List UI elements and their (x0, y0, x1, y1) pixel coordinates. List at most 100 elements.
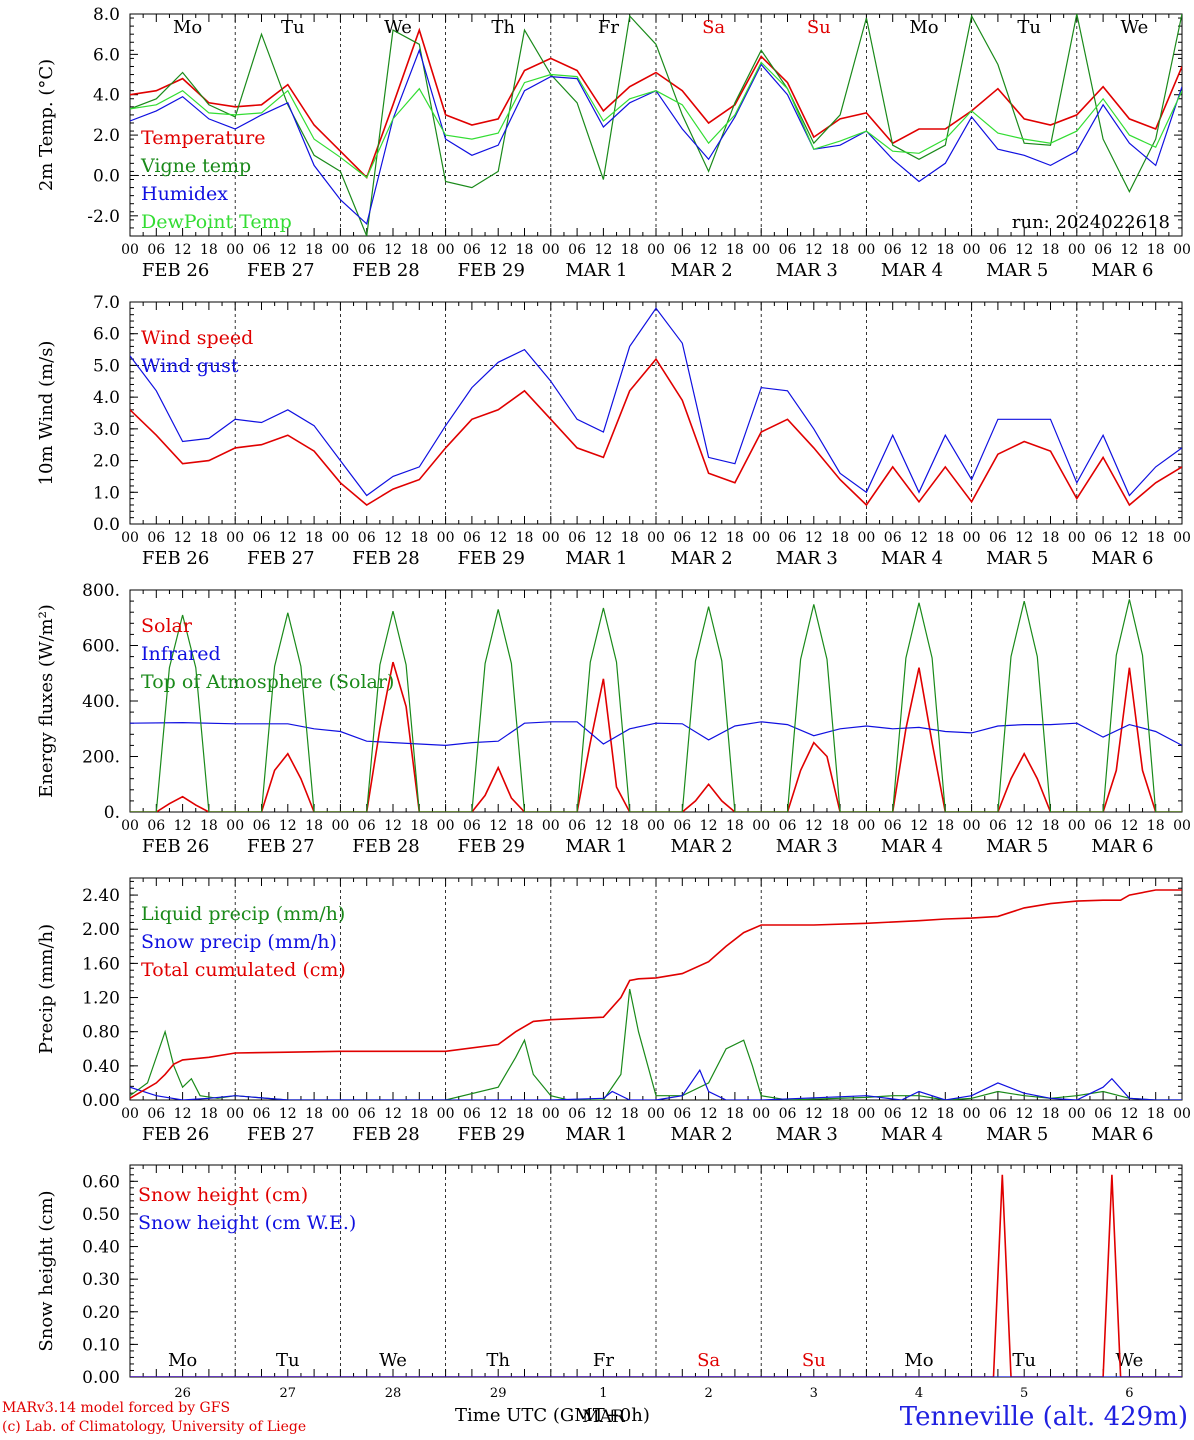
hour-tick-label: 12 (384, 530, 402, 546)
hour-tick-label: 00 (1068, 530, 1086, 546)
y-tick-label: 0.00 (82, 1091, 120, 1111)
day-number-label: 1 (599, 1386, 607, 1401)
day-number-label: 26 (174, 1386, 191, 1401)
hour-tick-label: 18 (516, 530, 534, 546)
day-number-label: 29 (490, 1386, 507, 1401)
hour-tick-label: 12 (805, 818, 823, 834)
y-tick-label: 0.60 (82, 1172, 120, 1192)
hour-tick-label: 06 (884, 818, 902, 834)
y-tick-label: 0.0 (93, 515, 120, 535)
hour-tick-label: 18 (936, 242, 954, 258)
hour-tick-label: 06 (147, 818, 165, 834)
hour-tick-label: 06 (358, 530, 376, 546)
hour-tick-label: 06 (989, 530, 1007, 546)
hour-tick-label: 06 (253, 1106, 271, 1122)
series-line (130, 1068, 1182, 1100)
hour-tick-label: 18 (410, 242, 428, 258)
legend-entry: Wind gust (141, 355, 239, 377)
hour-tick-label: 18 (516, 1106, 534, 1122)
legend-entry: Snow precip (mm/h) (141, 931, 337, 953)
hour-tick-label: 12 (805, 242, 823, 258)
day-name-label: Th (486, 1350, 510, 1371)
date-label: FEB 28 (352, 548, 419, 569)
y-tick-label: 2.0 (93, 452, 120, 472)
hour-tick-label: 18 (1042, 1106, 1060, 1122)
hour-tick-label: 12 (910, 1106, 928, 1122)
panel-5: 0.00 0.10 0.20 0.30 0.40 0.50 0.60 Snow height … (36, 1164, 1183, 1427)
y-tick-label: 0.40 (82, 1057, 120, 1077)
day-number-label: 2 (704, 1386, 712, 1401)
hour-tick-label: 00 (226, 242, 244, 258)
hour-tick-label: 00 (437, 242, 455, 258)
hour-tick-label: 18 (831, 242, 849, 258)
y-tick-label: 0.10 (82, 1335, 120, 1355)
day-name-label: Fr (598, 17, 619, 38)
legend-entry: Total cumulated (cm) (141, 959, 346, 981)
hour-tick-label: 12 (174, 1106, 192, 1122)
y-tick-label: 0.40 (82, 1238, 120, 1258)
y-axis-label: Energy fluxes (W/m²) (36, 604, 57, 798)
date-label: MAR 3 (776, 836, 838, 857)
day-number-label: 27 (280, 1386, 297, 1401)
hour-tick-label: 00 (121, 530, 139, 546)
hour-tick-label: 00 (647, 242, 665, 258)
day-name-label: Th (491, 17, 515, 38)
hour-tick-label: 06 (673, 242, 691, 258)
hour-tick-label: 06 (568, 242, 586, 258)
time-axis-title: Time UTC (GMT+0h) (455, 1405, 650, 1426)
hour-tick-label: 18 (621, 818, 639, 834)
date-label: MAR 6 (1091, 1124, 1153, 1145)
date-label: MAR 5 (986, 836, 1048, 857)
y-tick-label: 400. (82, 692, 120, 712)
y-tick-label: 200. (82, 748, 120, 768)
hour-tick-label: 06 (884, 242, 902, 258)
date-label: FEB 29 (457, 260, 524, 281)
hour-tick-label: 00 (331, 530, 349, 546)
series-line (130, 307, 1182, 497)
legend-entry: Snow height (cm) (138, 1184, 308, 1206)
y-axis-label: Precip (mm/h) (36, 924, 57, 1054)
hour-tick-label: 12 (910, 530, 928, 546)
day-name-label: Tu (1017, 17, 1041, 38)
hour-tick-label: 18 (726, 530, 744, 546)
hour-tick-label: 06 (673, 530, 691, 546)
y-tick-label: 0.80 (82, 1023, 120, 1043)
hour-tick-label: 18 (621, 242, 639, 258)
date-label: FEB 26 (142, 548, 209, 569)
hour-tick-label: 00 (121, 818, 139, 834)
hour-tick-label: 00 (226, 1106, 244, 1122)
hour-tick-label: 12 (1120, 530, 1138, 546)
y-tick-label: 8.0 (93, 5, 120, 25)
hour-tick-label: 00 (857, 242, 875, 258)
hour-tick-label: 06 (1094, 242, 1112, 258)
date-label: MAR 4 (881, 260, 943, 281)
hour-tick-label: 00 (1173, 242, 1191, 258)
hour-tick-label: 18 (936, 1106, 954, 1122)
hour-tick-label: 06 (568, 530, 586, 546)
hour-tick-label: 00 (331, 1106, 349, 1122)
day-name-label: Tu (281, 17, 305, 38)
y-tick-label: 4.0 (93, 86, 120, 106)
hour-tick-label: 00 (542, 1106, 560, 1122)
hour-tick-label: 12 (700, 818, 718, 834)
hour-tick-label: 00 (963, 1106, 981, 1122)
hour-tick-label: 06 (779, 242, 797, 258)
panel-3: 0. 200. 400. 600. 800. Energy fluxes (W/m²) 00… (36, 581, 1191, 857)
hour-tick-label: 00 (752, 530, 770, 546)
day-number-label: 6 (1125, 1386, 1133, 1401)
y-tick-label: 3.0 (93, 420, 120, 440)
hour-tick-label: 18 (1042, 530, 1060, 546)
legend-entry: Wind speed (141, 327, 253, 349)
hour-tick-label: 18 (621, 530, 639, 546)
legend-entry: Solar (141, 615, 193, 637)
hour-tick-label: 00 (1173, 1106, 1191, 1122)
hour-tick-label: 12 (489, 530, 507, 546)
hour-tick-label: 12 (1120, 1106, 1138, 1122)
day-name-label: Su (802, 1350, 826, 1371)
hour-tick-label: 06 (989, 818, 1007, 834)
date-label: FEB 26 (142, 1124, 209, 1145)
y-tick-label: 5.0 (93, 356, 120, 376)
date-label: MAR 3 (776, 260, 838, 281)
hour-tick-label: 00 (121, 242, 139, 258)
series-line (130, 599, 1182, 812)
